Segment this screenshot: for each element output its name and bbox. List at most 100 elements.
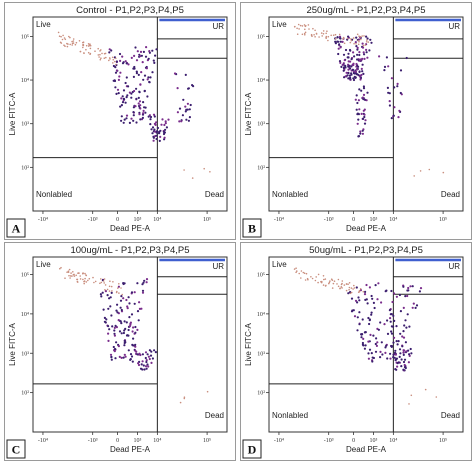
data-point <box>348 286 351 289</box>
data-point <box>354 299 358 302</box>
data-point <box>314 279 317 282</box>
data-point <box>303 272 306 274</box>
data-point <box>137 96 140 99</box>
data-point <box>137 73 140 76</box>
data-point <box>393 319 396 322</box>
data-point <box>153 349 156 352</box>
data-point <box>135 97 138 100</box>
data-point <box>126 307 129 310</box>
x-tick-label: 10⁵ <box>203 217 211 223</box>
data-point <box>305 272 308 275</box>
quadrant-label-ur: UR <box>448 22 460 31</box>
data-point <box>296 270 298 272</box>
data-point <box>367 316 370 320</box>
data-point <box>125 114 129 117</box>
data-point <box>66 42 68 45</box>
data-point <box>350 39 353 42</box>
data-point <box>85 281 88 283</box>
x-tick-label: 10⁵ <box>203 438 211 444</box>
data-point <box>394 349 397 352</box>
data-point <box>301 33 304 36</box>
quadrant-label-live: Live <box>36 20 51 29</box>
data-point <box>397 116 400 119</box>
data-point <box>295 271 297 274</box>
data-point <box>358 75 361 78</box>
data-point <box>143 74 147 77</box>
data-point <box>392 353 395 356</box>
data-point <box>407 361 410 364</box>
data-point <box>374 284 377 287</box>
data-point <box>125 321 128 324</box>
data-point <box>97 47 99 50</box>
data-point <box>150 361 153 364</box>
data-point <box>147 365 150 368</box>
data-point <box>97 54 100 56</box>
data-point <box>85 44 88 47</box>
data-point <box>93 281 95 284</box>
data-point <box>365 51 368 54</box>
data-point <box>348 288 350 291</box>
data-point <box>137 102 140 105</box>
data-point <box>358 40 360 43</box>
data-point <box>342 36 345 39</box>
data-point <box>342 53 346 56</box>
data-point <box>63 37 66 39</box>
data-point <box>144 111 147 114</box>
data-point <box>322 284 325 286</box>
data-point <box>385 344 388 347</box>
data-point <box>322 275 325 277</box>
point-cluster <box>354 85 369 138</box>
data-point <box>365 283 368 287</box>
data-point <box>121 101 125 104</box>
data-point <box>147 57 150 60</box>
data-point <box>361 129 364 132</box>
data-point <box>71 44 73 46</box>
data-point <box>139 367 143 370</box>
data-point <box>123 353 126 356</box>
y-axis-label: Live FITC-A <box>8 92 17 135</box>
data-point <box>368 319 371 322</box>
y-tick-label: 10⁵ <box>257 273 265 279</box>
data-point <box>357 99 360 102</box>
data-point <box>164 128 167 131</box>
data-point <box>379 321 382 324</box>
data-point <box>141 116 144 119</box>
data-point <box>394 353 397 356</box>
data-point <box>117 319 120 322</box>
data-point <box>377 282 380 285</box>
data-point <box>141 353 144 356</box>
data-point <box>82 278 84 281</box>
data-point <box>148 80 151 84</box>
data-point <box>117 92 120 95</box>
data-point <box>138 90 141 93</box>
data-point <box>402 285 405 288</box>
data-point <box>366 39 368 41</box>
data-point <box>109 296 112 299</box>
data-point <box>390 345 394 348</box>
data-point <box>110 314 113 317</box>
data-point <box>109 353 113 356</box>
panel-a: Control - P1,P2,P3,P4,P5 Live UR Nonlabled D… <box>4 2 236 240</box>
data-point <box>368 348 372 351</box>
data-point <box>356 48 359 51</box>
point-cluster <box>59 266 123 296</box>
data-point <box>113 329 116 332</box>
x-tick-label: 10³ <box>134 217 142 223</box>
data-point <box>73 273 75 276</box>
data-point <box>404 366 407 370</box>
data-point <box>143 89 146 92</box>
data-point <box>123 329 126 332</box>
data-point <box>365 41 368 43</box>
point-cluster <box>347 282 423 363</box>
data-point <box>68 268 71 271</box>
quadrant-label-nonlabled: Nonlabled <box>272 411 308 420</box>
data-point <box>315 32 318 35</box>
data-point <box>341 280 344 282</box>
data-point <box>378 55 381 58</box>
data-point <box>383 65 387 68</box>
data-point <box>139 118 142 121</box>
quadrant-label-nonlabled: Nonlabled <box>272 190 308 199</box>
data-point <box>328 282 330 285</box>
data-point <box>344 48 348 52</box>
data-point <box>83 280 86 282</box>
